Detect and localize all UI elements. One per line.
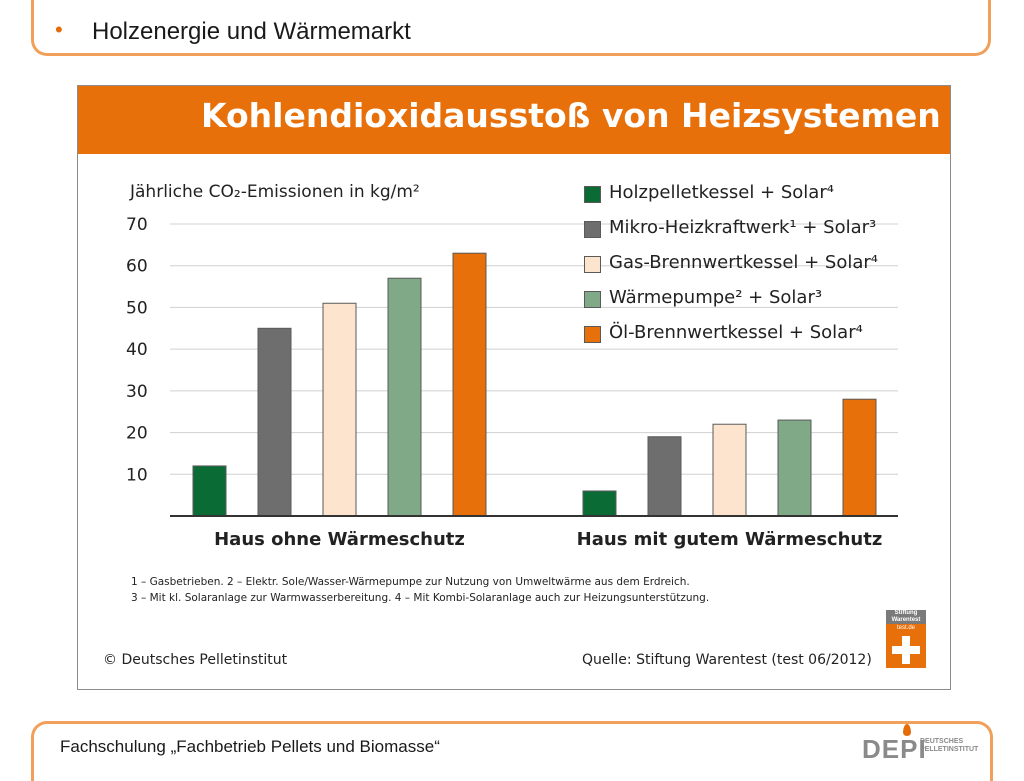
bar	[712, 423, 747, 517]
copyright-text: © Deutsches Pelletinstitut	[103, 652, 288, 668]
bar	[777, 419, 812, 517]
stiftung-warentest-logo: Stiftung Warentest test.de	[886, 610, 926, 668]
bar	[842, 398, 877, 517]
bar	[452, 252, 487, 517]
x-category-label: Haus ohne Wärmeschutz	[214, 529, 465, 550]
x-category-label: Haus mit gutem Wärmeschutz	[577, 529, 883, 550]
y-tick-label: 30	[126, 382, 148, 402]
bar	[582, 490, 617, 517]
bar	[192, 465, 227, 517]
header-frame	[31, 0, 991, 56]
legend-label: Mikro-Heizkraftwerk¹ + Solar³	[609, 217, 877, 238]
chart-title: Kohlendioxidausstoß von Heizsystemen	[201, 96, 941, 135]
slide-title: Holzenergie und Wärmemarkt	[92, 18, 411, 45]
legend-swatch	[584, 221, 601, 238]
chart-banner: Kohlendioxidausstoß von Heizsystemen	[78, 86, 950, 154]
test-logo-line1: Stiftung	[894, 610, 918, 616]
plus-icon	[886, 632, 926, 668]
legend-swatch	[584, 326, 601, 343]
bar-chart: 10 20 30 40 50 60 70 Haus ohne Wärmeschutz Haus …	[126, 215, 898, 550]
test-logo-org: Stiftung Warentest	[886, 610, 926, 624]
bar	[647, 436, 682, 517]
footer-frame	[31, 721, 993, 781]
y-tick-label: 10	[126, 465, 148, 485]
legend-label: Gas-Brennwertkessel + Solar⁴	[609, 252, 879, 273]
test-logo-url: test.de	[886, 624, 926, 632]
y-tick-label: 60	[126, 257, 148, 277]
y-tick-label: 20	[126, 424, 148, 444]
legend-swatch	[584, 291, 601, 308]
y-tick-label: 50	[126, 298, 148, 318]
legend-swatch	[584, 256, 601, 273]
depi-logo-sub-line1: DEUTSCHES	[920, 738, 964, 745]
footnote-line-2: 3 – Mit kl. Solaranlage zur Warmwasserbe…	[131, 592, 710, 604]
test-logo-line2: Warentest	[891, 617, 921, 623]
legend-label: Öl-Brennwertkessel + Solar⁴	[609, 322, 863, 343]
y-tick-label: 70	[126, 215, 148, 235]
legend-label: Holzpelletkessel + Solar⁴	[609, 182, 834, 203]
y-tick-label: 40	[126, 340, 148, 360]
bar	[322, 302, 357, 517]
flame-icon	[903, 724, 911, 736]
depi-logo: DEPI DEUTSCHES PELLETINSTITUT	[862, 724, 978, 764]
bar	[387, 277, 422, 517]
depi-logo-subtitle: DEUTSCHES PELLETINSTITUT	[920, 738, 978, 754]
footnote-line-1: 1 – Gasbetrieben. 2 – Elektr. Sole/Wasse…	[131, 576, 690, 588]
y-axis-label: Jährliche CO₂-Emissionen in kg/m²	[130, 182, 420, 202]
legend-swatch	[584, 186, 601, 203]
legend-label: Wärmepumpe² + Solar³	[609, 287, 823, 308]
depi-logo-word: DEPI	[862, 734, 927, 764]
bullet-icon: •	[55, 17, 63, 42]
footer-text: Fachschulung „Fachbetrieb Pellets und Bi…	[60, 737, 440, 756]
chart-panel: Kohlendioxidausstoß von Heizsystemen 10 2…	[77, 85, 951, 690]
bar	[257, 327, 292, 517]
source-text: Quelle: Stiftung Warentest (test 06/2012…	[582, 652, 872, 668]
depi-logo-sub-line2: PELLETINSTITUT	[920, 746, 979, 753]
